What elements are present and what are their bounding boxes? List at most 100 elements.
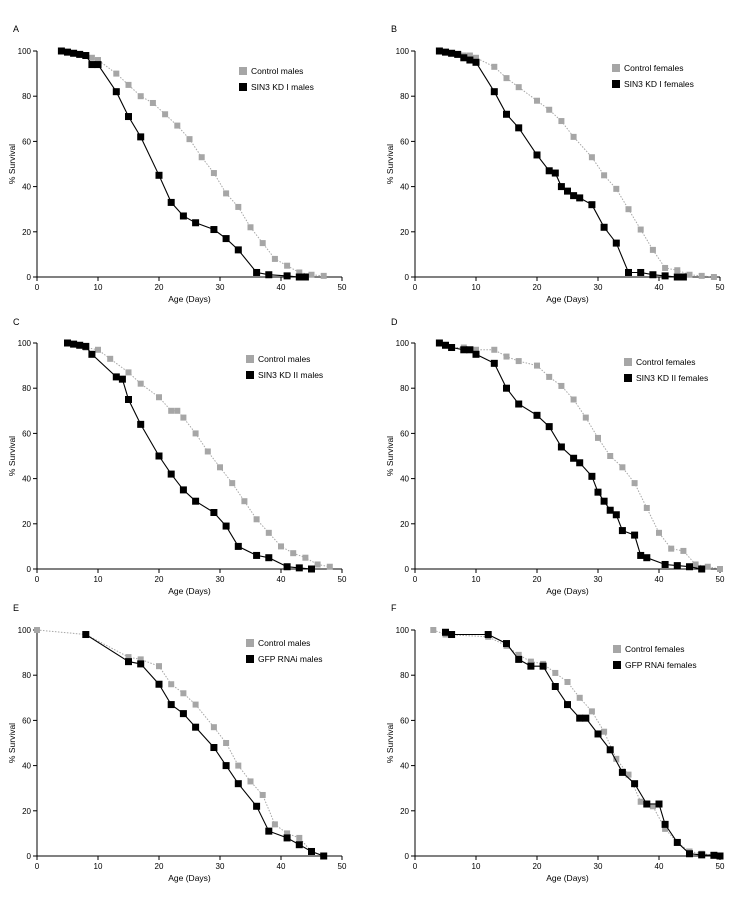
data-point (698, 851, 706, 859)
data-point (210, 170, 217, 177)
data-point (679, 273, 687, 281)
data-point (637, 268, 645, 276)
data-point (625, 206, 632, 213)
y-axis-title: % Survival (7, 723, 17, 763)
data-point (533, 151, 541, 159)
x-axis-title: Age (Days) (168, 294, 211, 304)
series-treatment (435, 339, 706, 573)
y-tick-label: 0 (27, 852, 32, 861)
data-point (656, 529, 662, 536)
data-point (515, 400, 523, 408)
panel-letter: E (13, 603, 19, 613)
x-tick-label: 30 (216, 575, 225, 584)
data-point (435, 47, 443, 55)
data-point (643, 554, 651, 562)
data-point (625, 268, 632, 276)
data-point (234, 246, 242, 254)
data-point (576, 459, 584, 467)
y-axis-title: % Survival (385, 436, 395, 476)
data-point (588, 708, 595, 715)
data-point (448, 344, 456, 352)
data-point (88, 61, 96, 69)
data-point (515, 655, 523, 663)
x-tick-label: 0 (413, 862, 418, 871)
data-point (70, 49, 78, 57)
data-point (570, 454, 578, 462)
data-point (637, 798, 644, 805)
panel-letter: F (391, 603, 397, 613)
data-point (662, 264, 669, 271)
data-point (662, 825, 669, 832)
series-treatment (435, 47, 687, 281)
data-point (601, 172, 608, 179)
x-tick-label: 10 (94, 283, 103, 292)
data-point (271, 255, 278, 262)
data-point (552, 669, 559, 676)
y-tick-label: 20 (22, 520, 31, 529)
data-point (125, 369, 132, 376)
x-tick-label: 0 (413, 283, 418, 292)
data-point (631, 780, 639, 788)
x-tick-label: 50 (338, 283, 347, 292)
data-point (466, 52, 473, 59)
data-point (167, 470, 175, 478)
data-point (137, 93, 144, 100)
data-point (167, 198, 175, 206)
x-tick-label: 20 (155, 862, 164, 871)
data-point (680, 547, 687, 554)
data-point (253, 516, 260, 523)
data-point (534, 362, 540, 369)
x-tick-label: 50 (716, 575, 725, 584)
legend-label: Control females (636, 357, 696, 367)
x-tick-label: 40 (277, 575, 286, 584)
data-point (716, 852, 724, 860)
data-point (155, 680, 163, 688)
y-tick-label: 80 (22, 671, 31, 680)
data-point (162, 111, 169, 118)
data-point (619, 464, 626, 471)
data-point (137, 420, 145, 428)
data-point (137, 380, 144, 387)
data-point (570, 192, 578, 200)
data-point (600, 497, 608, 505)
data-point (570, 133, 577, 140)
data-point (192, 723, 200, 731)
data-point (94, 61, 102, 69)
data-point (296, 834, 303, 841)
y-tick-label: 0 (405, 852, 410, 861)
legend-marker (246, 655, 254, 663)
data-point (442, 341, 449, 349)
data-point (643, 800, 651, 808)
legend-label: SIN3 KD II males (258, 370, 323, 380)
data-point (308, 271, 315, 278)
data-point (606, 506, 614, 514)
data-point (156, 394, 162, 401)
data-point (613, 755, 620, 762)
data-point (503, 353, 510, 360)
data-point (576, 714, 584, 722)
series-line (433, 629, 721, 857)
data-point (125, 396, 132, 403)
x-tick-label: 40 (277, 283, 286, 292)
data-point (234, 542, 242, 550)
data-point (326, 563, 333, 570)
y-tick-label: 60 (22, 137, 31, 146)
series-treatment (64, 339, 315, 573)
data-point (113, 70, 120, 77)
data-point (290, 550, 297, 557)
legend-marker (613, 645, 621, 653)
data-point (558, 382, 565, 389)
data-point (253, 551, 261, 559)
data-point (655, 800, 663, 808)
data-point (204, 448, 211, 455)
data-point (222, 762, 230, 770)
y-tick-label: 0 (405, 273, 410, 282)
legend-label: Control females (625, 644, 685, 654)
data-point (698, 272, 705, 279)
data-point (107, 355, 114, 362)
data-point (472, 350, 480, 358)
y-tick-label: 20 (22, 228, 31, 237)
data-point (308, 565, 315, 573)
x-tick-label: 30 (216, 862, 225, 871)
data-point (278, 543, 284, 550)
